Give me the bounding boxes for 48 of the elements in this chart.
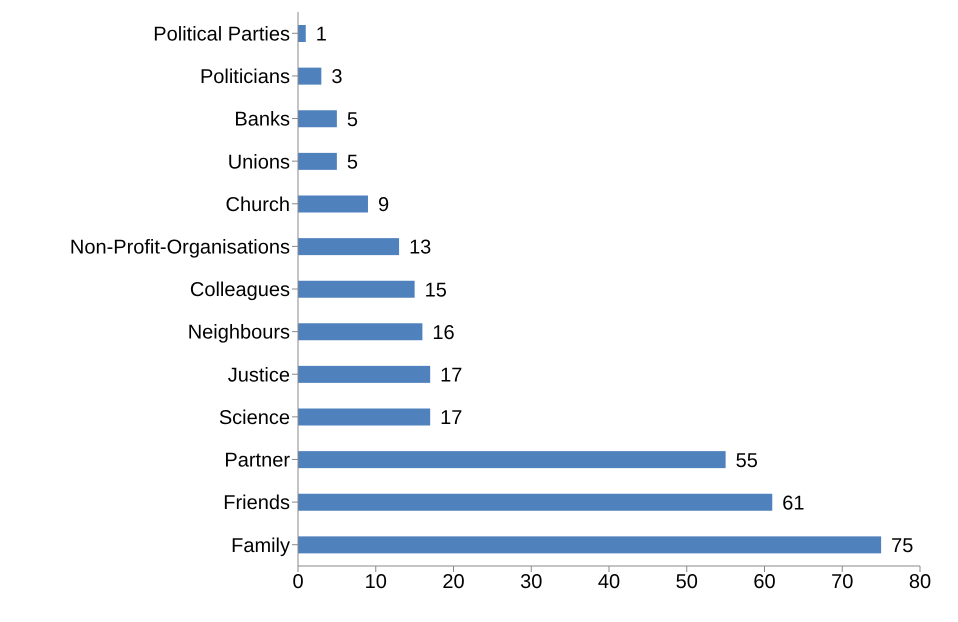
bar [298, 152, 337, 170]
data-label: 61 [782, 492, 805, 514]
y-tick-label: Science [218, 406, 290, 429]
y-tick-label: Banks [234, 108, 290, 131]
data-label: 55 [736, 450, 758, 472]
x-tick-label: 30 [520, 571, 542, 594]
x-tick-label: 10 [364, 571, 387, 594]
bar [298, 366, 430, 383]
data-label: 13 [409, 236, 432, 259]
data-label: 3 [331, 66, 342, 88]
bar [298, 25, 306, 42]
y-tick-label: Unions [228, 151, 290, 174]
x-tick-label: 50 [676, 571, 698, 594]
y-tick-label: Family [231, 534, 290, 557]
data-label: 5 [346, 151, 358, 174]
data-label: 1 [316, 24, 327, 46]
y-tick-label: Partner [224, 450, 290, 472]
y-tick-label: Church [226, 194, 290, 216]
data-label: 16 [432, 322, 455, 344]
bar [298, 110, 337, 128]
data-label: 9 [378, 194, 390, 216]
x-tick-label: 20 [442, 571, 465, 594]
x-tick-label: 0 [292, 571, 304, 594]
bar [298, 238, 400, 256]
bar [298, 195, 368, 212]
y-tick-label: Politicians [200, 66, 290, 88]
x-tick-label: 60 [753, 571, 776, 594]
x-tick-label: 70 [831, 571, 854, 594]
y-tick-label: Political Parties [153, 23, 290, 46]
bar [298, 280, 415, 298]
bar [298, 408, 430, 426]
data-label: 17 [440, 407, 462, 430]
x-tick-label: 40 [598, 571, 620, 594]
data-label: 75 [891, 534, 914, 557]
bar [298, 536, 882, 554]
y-tick-label: Friends [223, 492, 290, 514]
bar [298, 494, 772, 511]
data-label: 15 [424, 279, 447, 302]
bar [298, 323, 422, 340]
y-tick-label: Justice [228, 364, 290, 386]
data-label: 5 [346, 108, 358, 131]
y-tick-label: Colleagues [190, 279, 290, 302]
y-tick-label: Non-Profit-Organisations [70, 236, 290, 258]
bar [298, 451, 726, 468]
bar [298, 68, 322, 85]
data-label: 17 [440, 364, 462, 387]
x-tick-label: 80 [908, 571, 932, 594]
y-tick-label: Neighbours [188, 322, 290, 344]
